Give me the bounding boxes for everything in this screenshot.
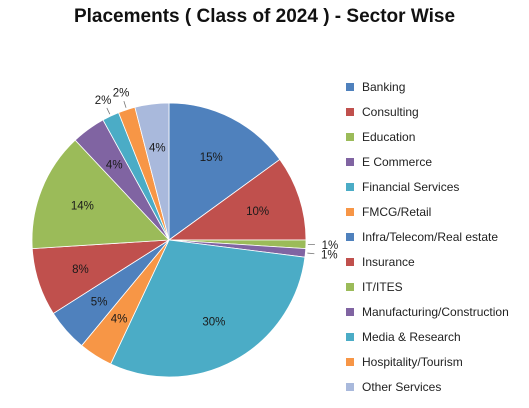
legend-swatch [346, 258, 354, 266]
legend-label: Insurance [362, 255, 415, 269]
legend-label: Consulting [362, 105, 419, 119]
legend-item-infra-telecom-real-estate: Infra/Telecom/Real estate [346, 230, 509, 255]
pie-slice-consulting [167, 158, 307, 241]
legend-label: Manufacturing/Construction [362, 305, 509, 319]
pie-slice-banking [168, 102, 281, 241]
legend-item-manufacturing-construction: Manufacturing/Construction [346, 305, 509, 330]
legend-swatch [346, 208, 354, 216]
legend-item-hospitality-tourism: Hospitality/Tourism [346, 355, 509, 380]
pie-label-manufacturing-construction: 4% [106, 160, 123, 172]
pie-label-consulting: 10% [246, 206, 269, 218]
legend-label: Media & Research [362, 330, 461, 344]
legend-swatch [346, 333, 354, 341]
pie-label-banking: 15% [200, 152, 223, 164]
chart-legend: Banking Consulting Education E Commerce Fina… [346, 80, 509, 405]
legend-label: Education [362, 130, 416, 144]
legend-swatch [346, 158, 354, 166]
pie-leader-line-media-research [106, 107, 111, 115]
legend-item-it-ites: IT/ITES [346, 280, 509, 305]
legend-item-education: Education [346, 130, 509, 155]
pie-slice-it-ites [31, 139, 170, 250]
pie-label-hospitality-tourism: 2% [113, 88, 130, 100]
pie-slices [31, 102, 307, 378]
chart-title: Placements ( Class of 2024 ) - Sector Wi… [73, 6, 456, 27]
legend-swatch [346, 358, 354, 366]
legend-item-e-commerce: E Commerce [346, 155, 509, 180]
legend-label: IT/ITES [362, 280, 403, 294]
pie-label-e-commerce: 1% [321, 250, 338, 262]
pie-labels: 15%10%1%1%30%4%5%8%14%4%2%2%4% [71, 88, 338, 329]
legend-item-banking: Banking [346, 80, 509, 105]
legend-item-financial-services: Financial Services [346, 180, 509, 205]
legend-swatch [346, 133, 354, 141]
legend-item-other-services: Other Services [346, 380, 509, 405]
legend-item-media-research: Media & Research [346, 330, 509, 355]
legend-label: Banking [362, 80, 406, 94]
pie-leader-line-e-commerce [307, 252, 315, 255]
pie-label-other-services: 4% [149, 143, 166, 155]
legend-label: E Commerce [362, 155, 433, 169]
legend-swatch [346, 283, 354, 291]
legend-label: Hospitality/Tourism [362, 355, 463, 369]
legend-item-fmcg-retail: FMCG/Retail [346, 205, 509, 230]
legend-item-consulting: Consulting [346, 105, 509, 130]
pie-slice-other-services [134, 102, 170, 241]
legend-swatch [346, 108, 354, 116]
pie-label-fmcg-retail: 4% [111, 314, 128, 326]
legend-label: Infra/Telecom/Real estate [362, 230, 499, 244]
legend-swatch [346, 383, 354, 391]
legend-swatch [346, 183, 354, 191]
pie-slice-financial-services [110, 239, 306, 378]
pie-label-education: 1% [322, 240, 339, 252]
legend-item-insurance: Insurance [346, 255, 509, 280]
legend-label: FMCG/Retail [362, 205, 432, 219]
pie-label-insurance: 8% [72, 264, 89, 276]
legend-swatch [346, 83, 354, 91]
pie-leader-line-hospitality-tourism [123, 101, 127, 108]
legend-swatch [346, 233, 354, 241]
legend-label: Other Services [362, 380, 442, 394]
pie-label-financial-services: 30% [202, 317, 225, 329]
pie-label-infra-telecom-real-estate: 5% [91, 297, 108, 309]
legend-label: Financial Services [362, 180, 460, 194]
pie-label-it-ites: 14% [71, 201, 94, 213]
pie-label-media-research: 2% [95, 95, 112, 107]
legend-swatch [346, 308, 354, 316]
